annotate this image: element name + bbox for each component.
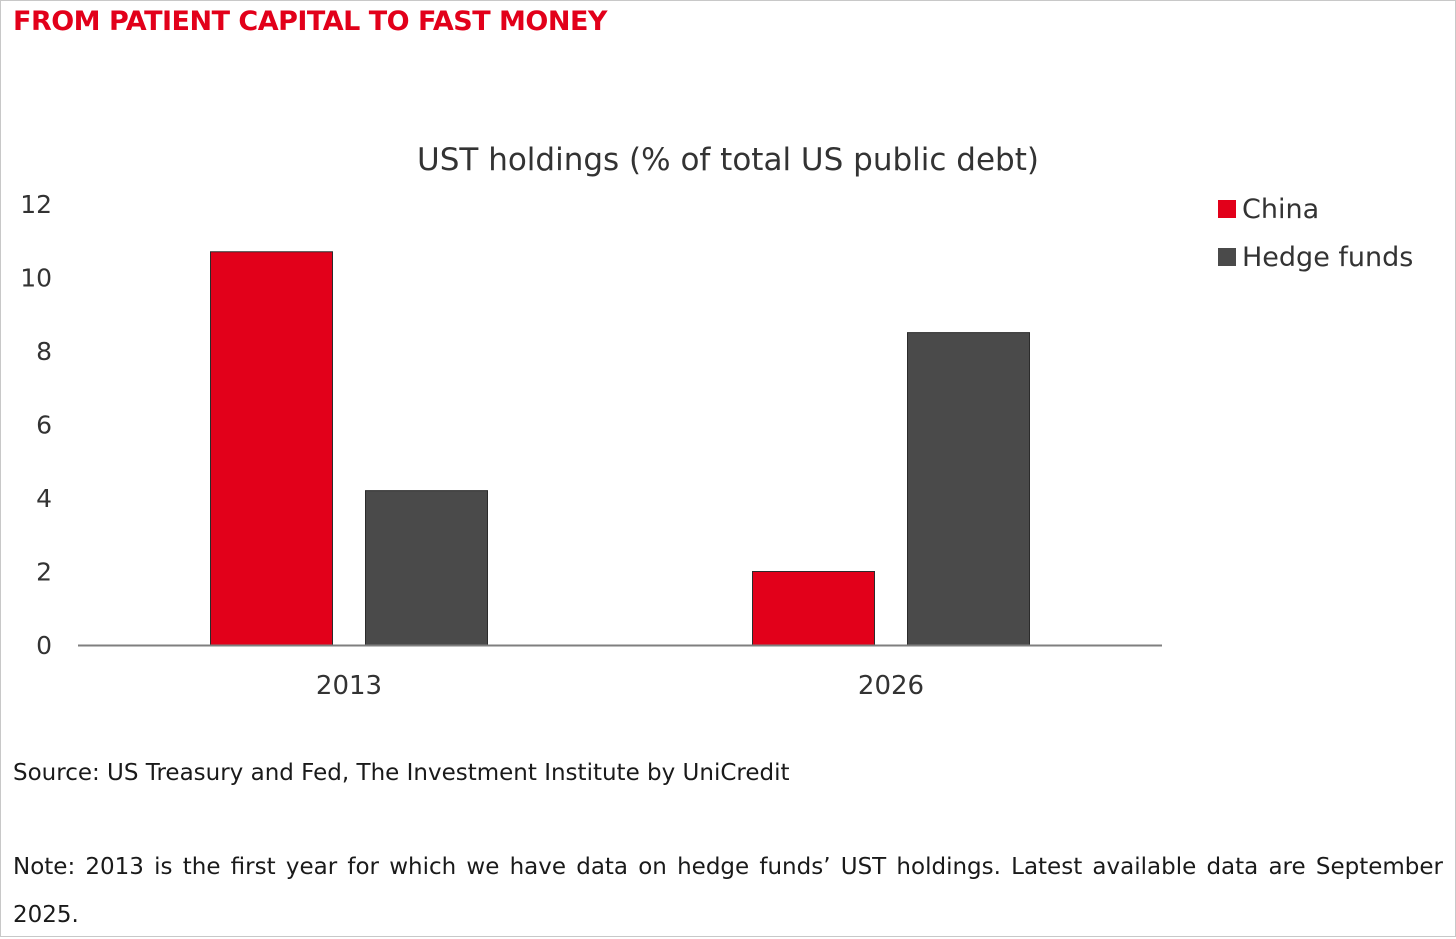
legend: China Hedge funds bbox=[1218, 194, 1413, 273]
bar-china-2026 bbox=[752, 571, 875, 646]
y-tick-label: 8 bbox=[36, 337, 52, 366]
legend-label: Hedge funds bbox=[1242, 242, 1413, 273]
x-axis: 2013 2026 bbox=[316, 671, 924, 701]
y-axis: 0 2 4 6 8 10 12 bbox=[20, 190, 52, 660]
y-tick-label: 6 bbox=[36, 411, 52, 440]
y-tick-label: 12 bbox=[20, 190, 52, 219]
y-tick-label: 0 bbox=[36, 631, 52, 660]
legend-swatch-china bbox=[1218, 200, 1236, 218]
y-tick-label: 10 bbox=[20, 264, 52, 293]
bar-hedge-funds-2026 bbox=[907, 332, 1030, 646]
bar-china-2013 bbox=[210, 251, 333, 646]
chart-title: UST holdings (% of total US public debt) bbox=[417, 142, 1039, 178]
footnote: Note: 2013 is the first year for which w… bbox=[13, 854, 1443, 928]
bar-chart: UST holdings (% of total US public debt)… bbox=[20, 142, 1413, 701]
bars bbox=[210, 251, 1030, 646]
headline: FROM PATIENT CAPITAL TO FAST MONEY bbox=[13, 6, 607, 37]
x-tick-label: 2026 bbox=[858, 671, 924, 701]
legend-label: China bbox=[1242, 194, 1319, 225]
source-note: Source: US Treasury and Fed, The Investm… bbox=[13, 760, 790, 786]
x-tick-label: 2013 bbox=[316, 671, 382, 701]
y-tick-label: 2 bbox=[36, 558, 52, 587]
y-tick-label: 4 bbox=[36, 484, 52, 513]
legend-swatch-hedge-funds bbox=[1218, 248, 1236, 266]
bar-hedge-funds-2013 bbox=[365, 490, 488, 646]
